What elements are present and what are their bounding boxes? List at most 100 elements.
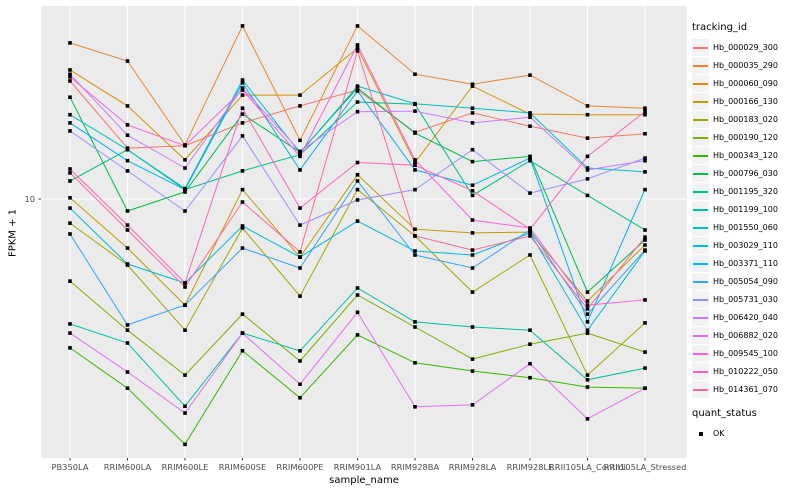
data-point [585, 290, 590, 294]
legend-entry-Hb_003371_110: Hb_003371_110 [692, 254, 800, 272]
legend-quant-entries: OK [692, 424, 800, 442]
data-point [470, 253, 475, 257]
legend: tracking_id Hb_000029_300 Hb_000035_290 Hb… [692, 22, 800, 442]
data-point [240, 224, 245, 228]
data-point [643, 238, 647, 242]
data-point [183, 285, 187, 289]
data-point [585, 417, 590, 421]
legend-entry-Hb_000035_290: Hb_000035_290 [692, 56, 800, 74]
legend-key-color [693, 280, 708, 283]
data-point [183, 209, 187, 213]
legend-key-line-icon [692, 200, 709, 218]
legend-entry-Hb_014361_070: Hb_014361_070 [692, 380, 800, 398]
legend-key-point-icon [692, 425, 709, 442]
legend-key-line-icon [692, 56, 709, 74]
data-point [68, 221, 72, 225]
data-point [643, 112, 647, 117]
data-point [470, 147, 475, 152]
data-point [183, 404, 187, 408]
data-point [125, 262, 130, 266]
data-point [413, 320, 417, 324]
legend-entry-label: Hb_001199_100 [713, 204, 778, 214]
data-point [413, 131, 417, 135]
data-point [68, 232, 72, 236]
legend-key-color [693, 100, 708, 103]
data-point [183, 328, 187, 332]
data-point [585, 104, 590, 108]
legend-entry-label: Hb_000183_020 [713, 114, 778, 124]
data-point [585, 177, 590, 181]
data-point [240, 88, 245, 92]
data-point [183, 166, 187, 170]
data-point [585, 299, 590, 303]
data-point [125, 123, 130, 127]
data-point [298, 294, 302, 298]
legend-key-color [693, 118, 708, 121]
data-point [585, 320, 590, 324]
legend-entry-label: Hb_010222_050 [713, 366, 778, 376]
data-point [643, 298, 647, 302]
data-point [528, 342, 532, 346]
data-point [125, 223, 130, 227]
data-point [68, 75, 72, 79]
data-point [240, 86, 245, 90]
data-point [470, 325, 475, 329]
data-point [68, 167, 72, 171]
data-point [183, 442, 187, 447]
legend-entry-Hb_001195_320: Hb_001195_320 [692, 182, 800, 200]
data-point [298, 348, 302, 353]
data-point [125, 104, 130, 108]
legend-entry-Hb_000029_300: Hb_000029_300 [692, 38, 800, 56]
black-square-point-icon [699, 431, 703, 436]
legend-key-color [693, 334, 708, 337]
data-point [528, 158, 532, 163]
data-point [643, 131, 647, 136]
data-point [470, 369, 475, 373]
data-point [240, 246, 245, 250]
data-point [125, 209, 130, 213]
data-point [298, 149, 302, 154]
legend-key-color [693, 82, 708, 85]
legend-entry-label: OK [713, 428, 725, 438]
x-tick-label: RRIM600LA [104, 462, 152, 472]
legend-key-line-icon [692, 164, 709, 182]
data-point [643, 386, 647, 391]
data-point [470, 357, 475, 361]
x-tick-label: RRIM901LA [334, 462, 382, 472]
data-point [643, 109, 647, 114]
data-point [298, 250, 302, 254]
data-point [413, 405, 417, 409]
data-point [125, 228, 130, 232]
legend-entry-label: Hb_000060_090 [713, 78, 778, 88]
data-point [585, 378, 590, 382]
data-point [183, 158, 187, 162]
legend-key-line-icon [692, 128, 709, 146]
data-point [470, 231, 475, 235]
legend-entry-Hb_010222_050: Hb_010222_050 [692, 362, 800, 380]
legend-key-line-icon [692, 308, 709, 326]
data-point [355, 109, 360, 114]
data-point [125, 341, 130, 345]
data-point [528, 73, 532, 77]
data-point [183, 281, 187, 285]
data-point [125, 169, 130, 173]
data-point [413, 163, 417, 168]
data-point [125, 158, 130, 163]
data-point [298, 168, 302, 172]
data-point [125, 133, 130, 137]
data-point [355, 49, 360, 53]
data-point [68, 206, 72, 210]
data-point [413, 227, 417, 232]
data-point [643, 321, 647, 325]
legend-key-color [693, 298, 708, 301]
legend-key-line-icon [692, 236, 709, 254]
data-point [68, 68, 72, 72]
legend-key-line-icon [692, 380, 709, 398]
legend-entry-label: Hb_000035_290 [713, 60, 778, 70]
legend-key-line-icon [692, 74, 709, 92]
data-point [643, 366, 647, 370]
data-point [528, 231, 532, 235]
legend-entry-Hb_009545_100: Hb_009545_100 [692, 344, 800, 362]
data-point [528, 328, 532, 332]
legend-key-color [693, 262, 708, 265]
